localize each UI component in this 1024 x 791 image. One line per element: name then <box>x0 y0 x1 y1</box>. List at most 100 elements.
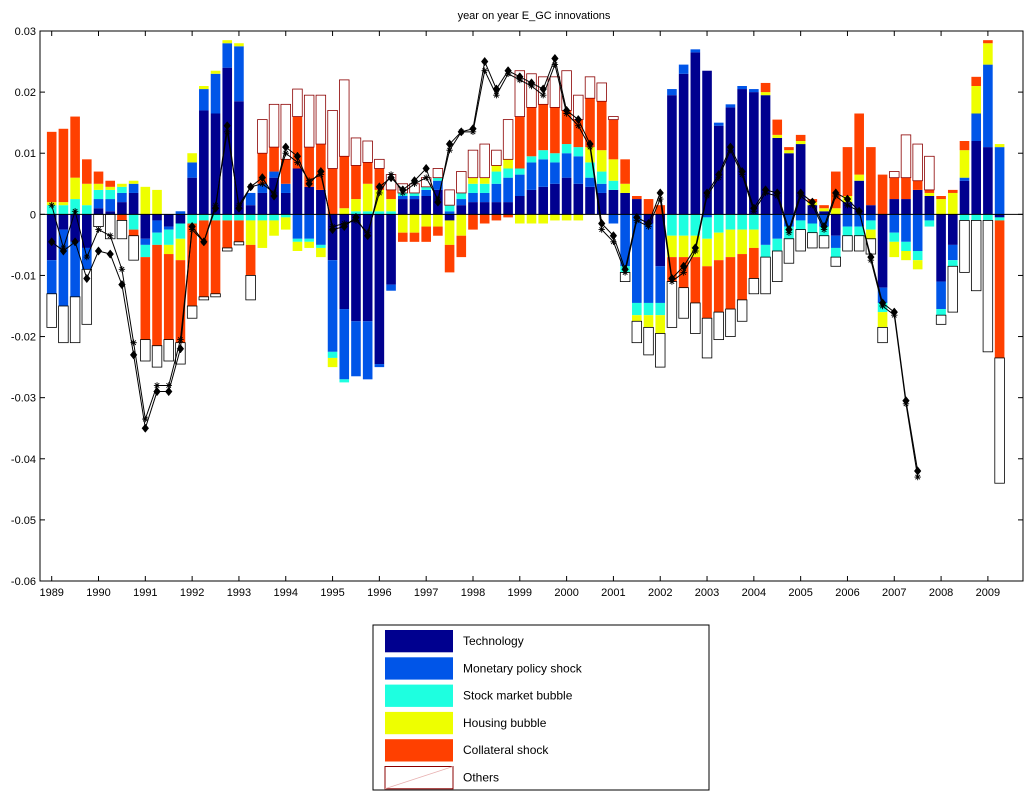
bar-stock-market-bubble-25 <box>339 379 350 383</box>
bar-monetary-policy-shock-11 <box>175 211 186 215</box>
bar-stock-market-bubble-22 <box>304 238 314 242</box>
bar-housing-bubble-45 <box>573 214 584 221</box>
bar-monetary-policy-shock-0 <box>46 260 57 294</box>
bar-collateral-shock-21 <box>292 116 303 169</box>
bar-others-56 <box>701 317 713 359</box>
bar-others-3 <box>81 268 93 325</box>
bar-stock-market-bubble-44 <box>561 144 572 154</box>
marker-diamond-3 <box>83 273 91 284</box>
bar-technology-76 <box>936 214 946 282</box>
bar-technology-37 <box>479 202 490 215</box>
bar-technology-8 <box>140 214 151 239</box>
bar-stock-market-bubble-32 <box>421 186 431 190</box>
bar-others-33 <box>432 168 444 179</box>
x-tick-label-4: 1993 <box>227 587 251 599</box>
bar-others-7 <box>128 235 139 261</box>
bar-housing-bubble-8 <box>140 186 151 215</box>
bar-collateral-shock-56 <box>702 266 712 319</box>
bar-monetary-policy-shock-48 <box>608 214 619 224</box>
marker-star-60 <box>750 208 758 215</box>
bar-housing-bubble-4 <box>93 183 104 190</box>
bar-housing-bubble-60 <box>749 229 759 248</box>
bar-collateral-shock-51 <box>643 199 654 215</box>
bar-monetary-policy-shock-50 <box>632 214 642 303</box>
bar-housing-bubble-61 <box>760 92 771 96</box>
bar-collateral-shock-61 <box>760 82 771 93</box>
bar-collateral-shock-45 <box>573 119 584 148</box>
bar-others-36 <box>467 149 479 179</box>
marker-star-19 <box>270 189 278 197</box>
bar-monetary-policy-shock-75 <box>924 214 935 221</box>
bar-monetary-policy-shock-62 <box>772 214 783 239</box>
bar-monetary-policy-shock-29 <box>386 284 396 291</box>
bar-housing-bubble-46 <box>585 147 595 163</box>
legend-swatch-technology <box>385 630 453 653</box>
bar-collateral-shock-22 <box>304 147 314 187</box>
bar-technology-50 <box>632 199 642 215</box>
bar-technology-69 <box>854 180 864 215</box>
legend-label-collateral-shock: Collateral shock <box>463 743 549 757</box>
bar-technology-3 <box>82 214 92 248</box>
bar-stock-market-bubble-24 <box>327 351 338 358</box>
bar-collateral-shock-60 <box>749 247 759 279</box>
bar-housing-bubble-30 <box>397 214 408 233</box>
bar-stock-market-bubble-73 <box>901 241 911 251</box>
bar-collateral-shock-28 <box>374 168 385 190</box>
bar-others-20 <box>280 103 291 160</box>
marker-star-11 <box>177 336 184 343</box>
bar-collateral-shock-50 <box>632 196 642 200</box>
bar-technology-41 <box>526 189 537 215</box>
bar-collateral-shock-79 <box>971 76 981 86</box>
bar-stock-market-bubble-81 <box>994 217 1005 221</box>
bar-collateral-shock-16 <box>234 220 244 242</box>
bar-housing-bubble-12 <box>187 153 197 163</box>
bar-stock-market-bubble-35 <box>456 192 467 200</box>
marker-star-10 <box>165 382 172 389</box>
bar-stock-market-bubble-14 <box>210 214 221 221</box>
bar-monetary-policy-shock-27 <box>362 321 373 380</box>
bar-stock-market-bubble-74 <box>912 251 923 261</box>
bar-others-6 <box>116 220 128 240</box>
bar-others-9 <box>151 345 163 368</box>
marker-star-61 <box>762 189 769 197</box>
bar-others-68 <box>842 235 853 252</box>
bar-others-25 <box>339 79 350 157</box>
bar-others-14 <box>210 293 221 298</box>
bar-monetary-policy-shock-6 <box>117 192 127 203</box>
bar-collateral-shock-72 <box>889 177 900 200</box>
marker-diamond-5 <box>106 249 114 259</box>
bar-stock-market-bubble-78 <box>959 214 970 221</box>
bar-technology-80 <box>983 147 993 215</box>
bar-housing-bubble-79 <box>971 86 981 114</box>
marker-star-49 <box>621 269 629 276</box>
bar-others-81 <box>994 357 1005 484</box>
bar-collateral-shock-63 <box>784 147 794 151</box>
bar-monetary-policy-shock-70 <box>866 214 876 221</box>
x-tick-label-16: 2005 <box>788 587 812 599</box>
bar-housing-bubble-34 <box>444 220 455 245</box>
marker-star-74 <box>914 473 921 481</box>
marker-star-52 <box>657 195 664 203</box>
bar-housing-bubble-6 <box>117 183 127 187</box>
marker-star-65 <box>809 201 816 209</box>
axes: 0.03 0.02 0.01 0 -0.01 -0.02 -0.03 -0.04 -0.05 -0… <box>11 26 1024 599</box>
bar-collateral-shock-25 <box>339 156 350 209</box>
bar-stock-market-bubble-79 <box>971 214 981 221</box>
bar-housing-bubble-10 <box>163 244 174 255</box>
bar-stock-market-bubble-23 <box>316 244 326 248</box>
bar-housing-bubble-32 <box>421 214 431 227</box>
bar-others-16 <box>233 241 245 246</box>
legend-label-housing-bubble: Housing bubble <box>463 716 547 730</box>
marker-star-67 <box>832 192 839 200</box>
bar-collateral-shock-78 <box>959 141 970 151</box>
bar-stock-market-bubble-39 <box>503 168 513 178</box>
bar-technology-81 <box>994 214 1005 218</box>
bar-monetary-policy-shock-55 <box>690 49 701 53</box>
bar-collateral-shock-42 <box>538 104 548 151</box>
bar-monetary-policy-shock-30 <box>397 196 408 200</box>
bar-others-19 <box>268 103 280 148</box>
bar-monetary-policy-shock-35 <box>456 199 467 206</box>
bar-monetary-policy-shock-64 <box>795 214 806 221</box>
bar-monetary-policy-shock-42 <box>538 159 548 187</box>
marker-star-22 <box>305 177 313 184</box>
